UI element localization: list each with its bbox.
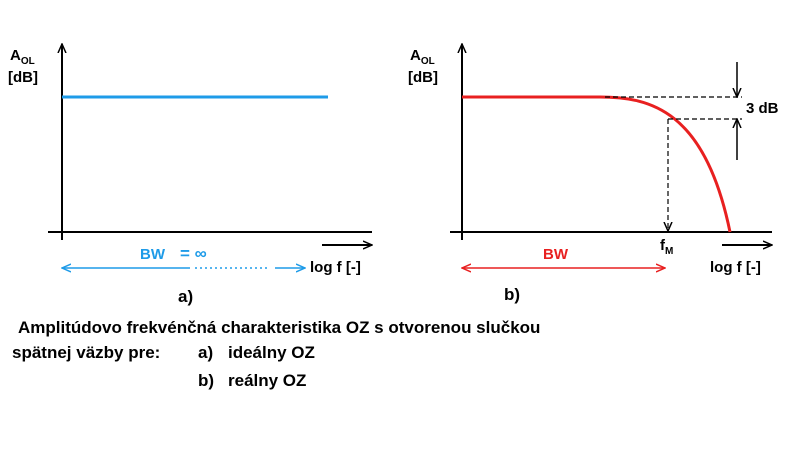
item-marker: a): [198, 343, 213, 362]
diagram-a: AOL [dB] BW = ∞ log f [-] a): [8, 44, 372, 306]
y-label-sub: OL: [21, 56, 35, 67]
y-label-sub: OL: [421, 56, 435, 67]
item-marker: b): [198, 371, 214, 390]
drop-label: 3 dB: [746, 100, 779, 117]
y-label: AOL: [10, 47, 35, 67]
y-label-unit: [dB]: [8, 69, 38, 86]
caption: b): [504, 285, 520, 304]
y-label-unit: [dB]: [408, 69, 438, 86]
bw-label: BW: [140, 246, 166, 263]
corner-sub: M: [665, 246, 673, 257]
bw-label: BW: [543, 246, 569, 263]
x-label: log f [-]: [710, 259, 761, 276]
item-text: ideálny OZ: [228, 343, 315, 362]
x-label: log f [-]: [310, 259, 361, 276]
item-text: reálny OZ: [228, 371, 306, 390]
description: Amplitúdovo frekvénčná charakteristika O…: [12, 318, 540, 390]
corner-main: f: [660, 237, 666, 254]
description-line: spätnej väzby pre:: [12, 343, 160, 362]
caption: a): [178, 287, 193, 306]
y-label: AOL: [410, 47, 435, 67]
y-label-main: A: [410, 47, 421, 64]
diagram-b: AOL [dB] 3 dB fM BW log f [-] b): [408, 44, 779, 304]
corner-label: fM: [660, 237, 673, 257]
y-label-main: A: [10, 47, 21, 64]
bw-value: = ∞: [180, 244, 207, 263]
real-curve: [462, 95, 732, 233]
description-line: Amplitúdovo frekvénčná charakteristika O…: [18, 318, 540, 337]
